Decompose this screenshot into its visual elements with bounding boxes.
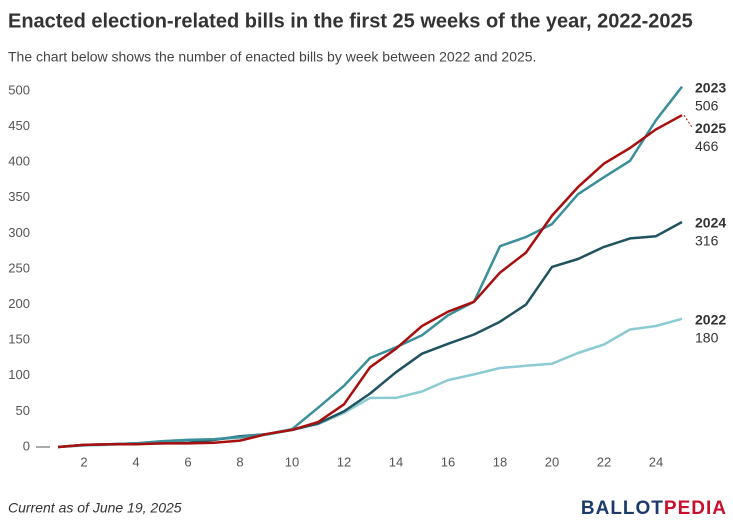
y-tick-label: 50: [16, 403, 30, 418]
series-line: [57, 85, 683, 449]
logo-part: PEDIA: [664, 498, 727, 519]
y-tick-label: 300: [8, 225, 30, 240]
y-tick-label: 250: [8, 260, 30, 275]
x-tick-label: 6: [184, 454, 191, 469]
chart-subtitle: The chart below shows the number of enac…: [8, 49, 536, 65]
chart-title: Enacted election-related bills in the fi…: [8, 10, 693, 32]
end-value-label: 180: [695, 330, 719, 346]
series-line: [57, 317, 683, 449]
x-tick-label: 4: [132, 454, 139, 469]
series-name: 2025: [695, 120, 726, 136]
series-name: 2023: [695, 79, 726, 95]
x-tick-label: 2: [80, 454, 87, 469]
x-tick-label: 16: [441, 454, 455, 469]
x-tick-label: 18: [493, 454, 507, 469]
x-tick-label: 24: [649, 454, 663, 469]
series-name: 2024: [695, 215, 726, 231]
series-name: 2022: [695, 312, 726, 328]
x-tick-label: 14: [389, 454, 403, 469]
x-tick-label: 20: [545, 454, 559, 469]
y-tick-label: 450: [8, 118, 30, 133]
y-tick-label: 150: [8, 332, 30, 347]
x-tick-label: 8: [236, 454, 243, 469]
series-line: [57, 114, 683, 449]
end-value-label: 506: [695, 97, 719, 113]
x-tick-label: 10: [285, 454, 299, 469]
logo-part: BALLOT: [581, 498, 664, 519]
x-tick-label: 22: [597, 454, 611, 469]
label-connector: [683, 114, 693, 128]
end-value-label: 316: [695, 233, 719, 249]
end-value-label: 466: [695, 138, 719, 154]
logo: BALLOTPEDIA: [581, 498, 727, 519]
y-tick-label: 350: [8, 189, 30, 204]
footnote: Current as of June 19, 2025: [8, 500, 182, 516]
y-tick-label: 500: [8, 82, 30, 97]
y-tick-label: 200: [8, 296, 30, 311]
x-tick-label: 12: [337, 454, 351, 469]
y-tick-label: 0: [23, 438, 30, 453]
y-tick-label: 400: [8, 154, 30, 169]
series-line: [57, 220, 683, 449]
y-tick-label: 100: [8, 367, 30, 382]
